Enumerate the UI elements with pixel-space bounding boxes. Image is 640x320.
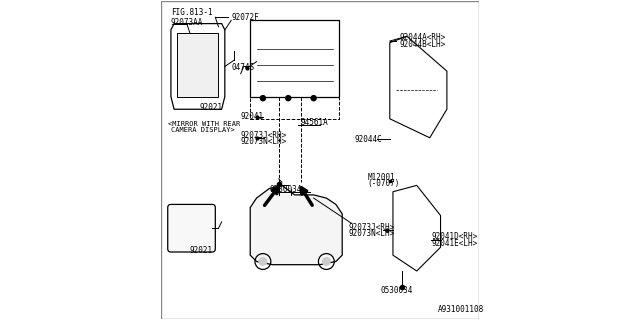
Text: 94561A: 94561A <box>301 118 329 127</box>
Text: A931001108: A931001108 <box>437 305 484 314</box>
Text: M12001: M12001 <box>367 173 396 182</box>
Text: (-0707): (-0707) <box>367 179 400 188</box>
Text: 0530034: 0530034 <box>269 185 301 194</box>
Text: 92073J<RH>: 92073J<RH> <box>241 131 287 140</box>
Text: 92044B<LH>: 92044B<LH> <box>399 40 445 49</box>
Text: 92041: 92041 <box>241 112 264 121</box>
Text: 92073N<LH>: 92073N<LH> <box>349 229 395 238</box>
Text: 92073N<LH>: 92073N<LH> <box>241 137 287 146</box>
Circle shape <box>259 258 267 265</box>
Polygon shape <box>250 185 342 265</box>
Text: 92041E<LH>: 92041E<LH> <box>431 239 477 248</box>
Text: 92041D<RH>: 92041D<RH> <box>431 232 477 241</box>
Text: FIG.813-1: FIG.813-1 <box>171 8 212 17</box>
Circle shape <box>311 96 316 101</box>
Circle shape <box>323 258 330 265</box>
Text: 92073AA: 92073AA <box>171 18 204 27</box>
Text: 92044C: 92044C <box>355 135 383 144</box>
Text: 92044A<RH>: 92044A<RH> <box>399 33 445 42</box>
Circle shape <box>260 96 266 101</box>
Text: 0530034: 0530034 <box>380 285 413 295</box>
Text: CAMERA DISPLAY>: CAMERA DISPLAY> <box>171 127 235 133</box>
Circle shape <box>285 96 291 101</box>
Polygon shape <box>177 33 218 97</box>
Text: 0474S: 0474S <box>231 62 254 72</box>
Text: 92072F: 92072F <box>231 13 259 22</box>
Text: 92021: 92021 <box>190 246 213 255</box>
Text: <MIRROR WITH REAR: <MIRROR WITH REAR <box>168 121 240 126</box>
Text: 92021: 92021 <box>200 103 223 112</box>
FancyBboxPatch shape <box>168 204 215 252</box>
Text: 92073J<RH>: 92073J<RH> <box>349 223 395 232</box>
